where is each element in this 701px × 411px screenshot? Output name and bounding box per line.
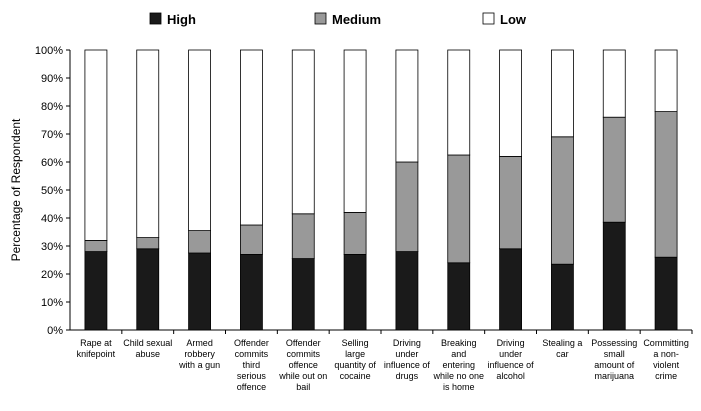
x-axis-labels: Rape at knifepoint Child sexual abuse Armed r… <box>77 330 693 392</box>
bar-segment-high <box>602 221 626 331</box>
bar-segment-medium <box>291 213 315 260</box>
bar-segment-low <box>654 49 678 112</box>
bar-segment-medium <box>602 116 626 223</box>
bar-segment-medium <box>447 154 471 264</box>
y-tick-label: 70% <box>41 129 63 141</box>
bar-segment-low <box>395 49 419 163</box>
legend-label-high: High <box>167 12 196 27</box>
x-tick-label: Offender commits offence while out on bail <box>278 338 327 392</box>
legend-label-medium: Medium <box>332 12 381 27</box>
x-tick-label: Rape at knifepoint <box>77 338 116 359</box>
bar-segment-low <box>291 49 315 215</box>
bar-segment-high <box>188 252 211 331</box>
bar-segment-low <box>240 49 263 226</box>
y-axis: 0% 10% 20% 30% 40% 50% 60% 70% 80% 90% 100% <box>35 45 692 337</box>
bar-segment-low <box>551 49 574 138</box>
x-tick-label: Stealing a car <box>542 338 582 359</box>
bar-segment-high <box>654 256 678 331</box>
bar-segment-low <box>343 49 367 213</box>
bar-segment-low <box>447 49 471 156</box>
bar-segment-medium <box>240 224 263 255</box>
y-tick-label: 50% <box>41 185 63 197</box>
bar-segment-medium <box>654 111 678 258</box>
y-tick-label: 60% <box>41 157 63 169</box>
y-tick-label: 20% <box>41 269 63 281</box>
y-tick-label: 90% <box>41 73 63 85</box>
bars <box>84 49 678 331</box>
bar-segment-medium <box>343 211 367 255</box>
bar-segment-medium <box>395 161 419 252</box>
bar-segment-low <box>499 49 522 157</box>
bar-segment-medium <box>499 155 522 250</box>
bar-segment-medium <box>84 239 108 252</box>
bar-segment-low <box>602 49 626 118</box>
x-tick-label: Driving under influence of alcohol <box>488 338 535 381</box>
legend-swatch-medium <box>314 12 327 25</box>
bar-segment-medium <box>188 230 211 254</box>
bar-segment-high <box>240 253 263 331</box>
y-tick-label: 100% <box>35 45 63 57</box>
y-tick-label: 80% <box>41 101 63 113</box>
bar-segment-high <box>343 253 367 331</box>
legend-label-low: Low <box>500 12 527 27</box>
bar-segment-low <box>136 49 160 239</box>
y-tick-label: 0% <box>47 325 63 337</box>
x-tick-label: Driving under influence of drugs <box>384 338 431 381</box>
bar-segment-medium <box>136 237 160 250</box>
bar-segment-high <box>291 258 315 331</box>
x-tick-label: Possessing small amount of marijuana <box>591 338 637 381</box>
bar-segment-low <box>188 49 211 232</box>
y-tick-label: 40% <box>41 213 63 225</box>
x-tick-label: Offender commits third serious offence <box>234 338 269 392</box>
bar-segment-low <box>84 49 108 241</box>
legend-swatch-high <box>149 12 162 25</box>
legend-swatch-low <box>482 12 495 25</box>
bar-segment-high <box>84 251 108 331</box>
legend: High Medium Low <box>149 12 527 27</box>
bar-segment-high <box>447 262 471 331</box>
bar-segment-high <box>136 248 160 331</box>
x-tick-label: Committing a non-violent crime <box>643 338 689 381</box>
bar-segment-medium <box>551 136 574 265</box>
y-tick-label: 10% <box>41 297 63 309</box>
x-tick-label: Selling large quantity of cocaine <box>334 338 376 381</box>
y-tick-label: 30% <box>41 241 63 253</box>
x-tick-label: Armed robbery with a gun <box>178 338 220 370</box>
bar-segment-high <box>395 251 419 331</box>
bar-segment-high <box>551 263 574 331</box>
y-axis-label: Percentage of Respondent <box>9 118 23 261</box>
x-tick-label: Breaking and entering while no one is home <box>432 338 484 392</box>
bar-segment-high <box>499 248 522 331</box>
x-tick-label: Child sexual abuse <box>123 338 172 359</box>
